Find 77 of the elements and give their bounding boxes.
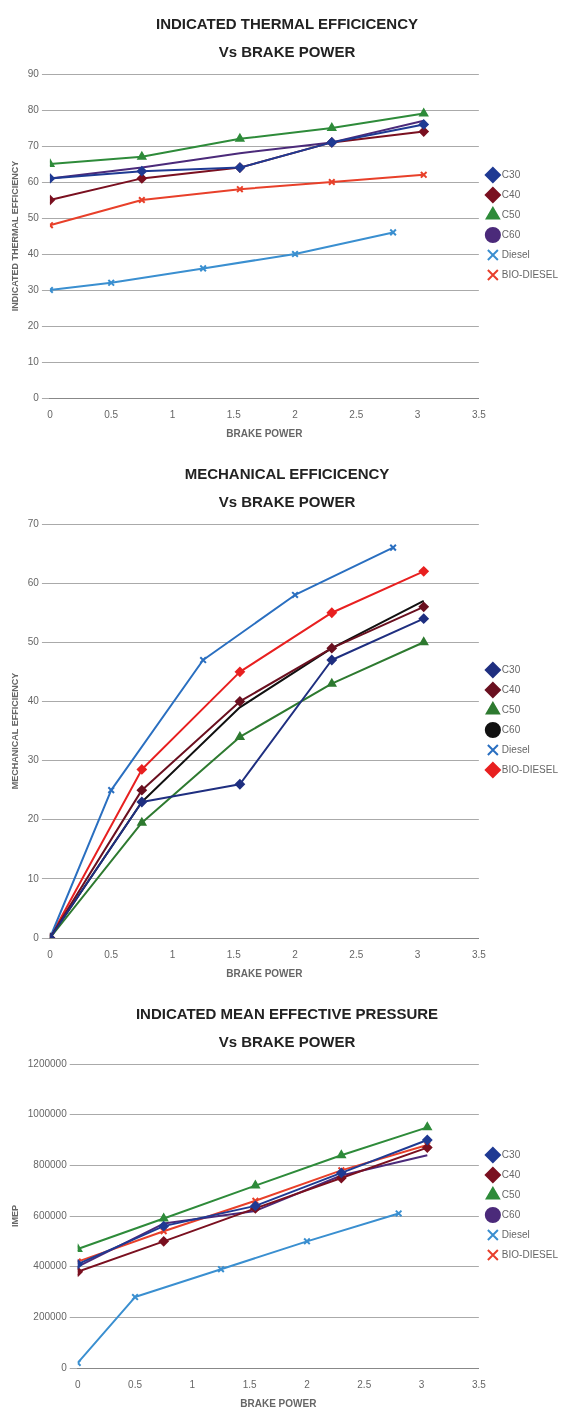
legend-label: C50 xyxy=(501,703,521,715)
x-tick-label: 1 xyxy=(189,1378,196,1390)
x-tick-label: 0.5 xyxy=(104,408,119,420)
legend-label: C40 xyxy=(501,683,521,695)
x-axis-title: BRAKE POWER xyxy=(240,1397,318,1409)
y-axis-title: INDICATED THERMAL EFFICIENCY xyxy=(9,160,20,312)
x-tick-label: 0.5 xyxy=(104,948,119,960)
y-tick-label: 0 xyxy=(33,931,40,943)
x-tick-label: 3 xyxy=(418,1378,425,1390)
y-tick-label: 80 xyxy=(27,103,40,115)
y-tick-label: 50 xyxy=(27,636,40,648)
legend-label: Diesel xyxy=(501,1228,530,1240)
y-tick-label: 400000 xyxy=(33,1260,68,1272)
y-tick-label: 30 xyxy=(27,283,40,295)
x-tick-label: 2.5 xyxy=(357,1378,372,1390)
y-tick-label: 60 xyxy=(27,175,40,187)
legend-label: BIO-DIESEL xyxy=(501,268,559,280)
legend-label: C50 xyxy=(501,1188,521,1200)
x-tick-label: 0 xyxy=(74,1378,81,1390)
y-tick-label: 800000 xyxy=(33,1159,68,1171)
x-tick-label: 2 xyxy=(304,1378,311,1390)
y-tick-label: 10 xyxy=(27,872,40,884)
legend-label: C60 xyxy=(501,228,521,240)
x-tick-label: 1.5 xyxy=(226,408,242,420)
x-tick-label: 2.5 xyxy=(349,948,364,960)
x-tick-label: 3 xyxy=(414,948,421,960)
y-tick-label: 40 xyxy=(27,247,40,259)
legend-label: BIO-DIESEL xyxy=(501,763,559,775)
x-tick-label: 0.5 xyxy=(128,1378,143,1390)
x-tick-label: 1 xyxy=(169,948,176,960)
y-tick-label: 200000 xyxy=(33,1311,68,1323)
y-tick-label: 90 xyxy=(27,67,40,79)
legend-label: C60 xyxy=(501,1208,521,1220)
y-tick-label: 20 xyxy=(27,813,40,825)
legend-label: C30 xyxy=(501,1148,521,1160)
x-tick-label: 2 xyxy=(292,408,299,420)
y-tick-label: 60 xyxy=(27,576,40,588)
legend-label: C40 xyxy=(501,1168,521,1180)
legend-label: C30 xyxy=(501,663,521,675)
y-tick-label: 70 xyxy=(27,517,40,529)
x-tick-label: 3.5 xyxy=(471,408,487,420)
x-tick-label: 3 xyxy=(414,408,421,420)
x-tick-label: 2.5 xyxy=(349,408,364,420)
chart-title: INDICATED MEAN EFFECTIVE PRESSURE xyxy=(135,1005,439,1023)
x-tick-label: 1 xyxy=(169,408,176,420)
x-tick-label: 1.5 xyxy=(226,948,242,960)
y-tick-label: 40 xyxy=(27,695,40,707)
y-tick-label: 1200000 xyxy=(27,1057,68,1069)
legend-label: C30 xyxy=(501,168,521,180)
chart-title: MECHANICAL EFFICICENCY xyxy=(184,465,390,483)
legend-label: BIO-DIESEL xyxy=(501,1248,559,1260)
y-tick-label: 10 xyxy=(27,355,40,367)
x-axis-title: BRAKE POWER xyxy=(226,967,304,979)
y-tick-label: 0 xyxy=(33,391,40,403)
legend-label: C60 xyxy=(501,723,521,735)
x-tick-label: 1.5 xyxy=(242,1378,258,1390)
y-tick-label: 600000 xyxy=(33,1209,68,1221)
y-tick-label: 50 xyxy=(27,211,40,223)
y-tick-label: 70 xyxy=(27,139,40,151)
chart-title: INDICATED THERMAL EFFICICENCY xyxy=(156,15,418,33)
y-tick-label: 0 xyxy=(61,1361,68,1373)
legend-label: Diesel xyxy=(501,248,530,260)
x-tick-label: 3.5 xyxy=(471,948,487,960)
legend-label: C40 xyxy=(501,188,521,200)
y-tick-label: 30 xyxy=(27,754,40,766)
x-tick-label: 3.5 xyxy=(471,1378,487,1390)
chart-subtitle: Vs BRAKE POWER xyxy=(218,493,356,511)
chart-subtitle: Vs BRAKE POWER xyxy=(218,43,356,61)
legend-label: Diesel xyxy=(501,743,530,755)
y-tick-label: 1000000 xyxy=(27,1108,68,1120)
y-tick-label: 20 xyxy=(27,319,40,331)
legend-label: C50 xyxy=(501,208,521,220)
x-axis-title: BRAKE POWER xyxy=(226,427,304,439)
chart-subtitle: Vs BRAKE POWER xyxy=(218,1033,356,1051)
y-axis-title: MECHANICAL EFFICIENCY xyxy=(9,672,20,790)
y-axis-title: IMEP xyxy=(9,1204,20,1228)
x-tick-label: 2 xyxy=(292,948,299,960)
